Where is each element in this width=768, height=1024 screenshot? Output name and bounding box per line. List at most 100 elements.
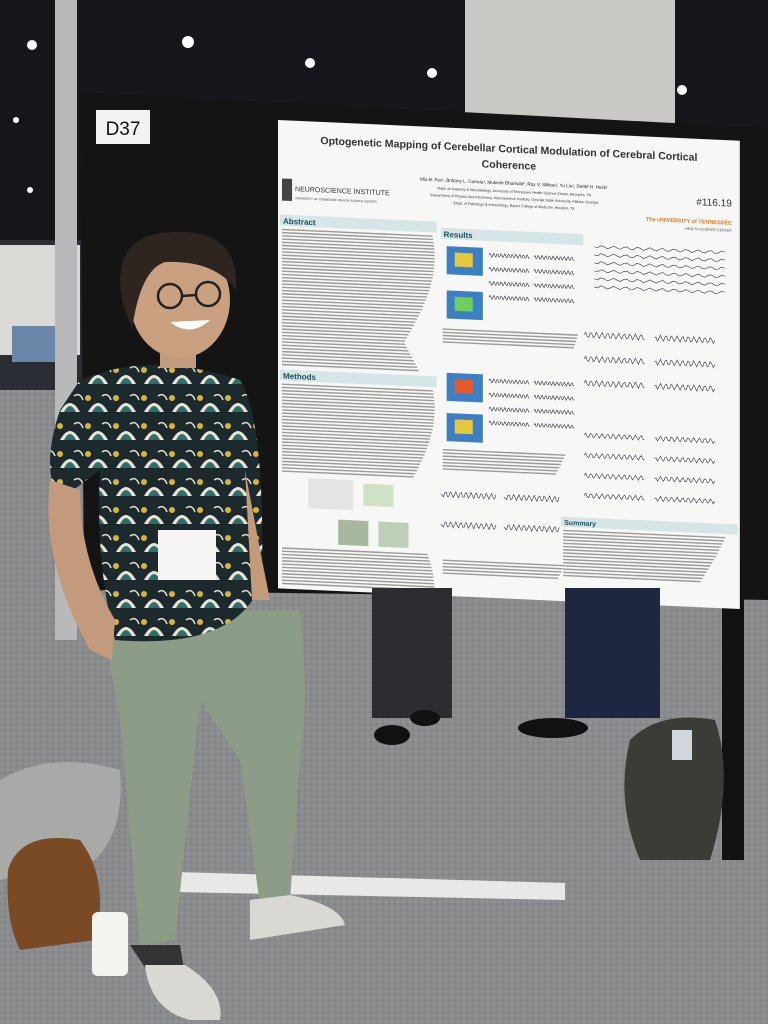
trace-figures xyxy=(440,245,725,534)
text-line xyxy=(282,273,432,282)
trace xyxy=(533,268,575,276)
text-line xyxy=(282,267,434,276)
section-header: Methods xyxy=(283,372,317,383)
trace xyxy=(533,408,575,416)
text-line xyxy=(282,547,428,556)
board-label: D37 xyxy=(106,119,141,140)
text-line xyxy=(442,465,558,472)
text-line xyxy=(442,562,563,570)
bag xyxy=(7,838,100,950)
text-line xyxy=(282,409,435,418)
logo-name: The UNIVERSITY of TENNESSEE xyxy=(646,217,732,227)
text-line xyxy=(563,539,721,548)
text-line xyxy=(282,566,433,575)
trace xyxy=(488,378,530,385)
text-line xyxy=(282,425,432,434)
board-label-bg xyxy=(96,110,150,144)
text-line xyxy=(563,549,716,558)
text-line xyxy=(282,463,417,472)
text-line xyxy=(563,561,709,570)
text-line xyxy=(282,338,406,345)
text-line xyxy=(282,406,435,415)
body-text xyxy=(282,228,726,591)
trace xyxy=(533,282,575,290)
text-line xyxy=(282,560,432,569)
trace xyxy=(594,253,725,262)
section-band xyxy=(440,227,584,246)
text-line xyxy=(282,569,434,579)
text-line xyxy=(563,529,726,539)
text-line xyxy=(282,418,434,428)
presenter xyxy=(48,231,345,1020)
figures xyxy=(308,246,483,548)
affiliation: ¹Dept. of Anatomy & Neurobiology, Univer… xyxy=(437,186,592,197)
text-line xyxy=(282,457,421,466)
text-line xyxy=(282,334,405,342)
logo-name: NEUROSCIENCE INSTITUTE xyxy=(295,186,390,197)
text-line xyxy=(282,434,430,443)
trace xyxy=(594,261,725,270)
section-header: Results xyxy=(444,230,474,240)
text-line xyxy=(282,431,431,440)
trace xyxy=(654,455,716,465)
text-line xyxy=(282,383,434,392)
poster-number: #116.19 xyxy=(696,197,732,210)
text-line xyxy=(282,441,427,450)
trace xyxy=(583,379,645,390)
trace xyxy=(654,382,716,393)
trace xyxy=(594,277,725,286)
text-line xyxy=(563,568,705,577)
text-line xyxy=(282,563,433,572)
logo-mark xyxy=(282,178,293,202)
section-band xyxy=(280,214,437,233)
text-line xyxy=(442,461,560,469)
text-line xyxy=(282,321,413,330)
text-line xyxy=(282,438,429,447)
trace xyxy=(488,280,530,288)
text-line xyxy=(282,460,419,469)
trace xyxy=(488,406,530,413)
text-line xyxy=(563,542,720,552)
text-line xyxy=(282,550,429,559)
trace xyxy=(488,420,530,427)
text-line xyxy=(563,552,714,561)
text-line xyxy=(282,341,407,349)
affiliation: ³Dept. of Pathology & Immunology, Baylor… xyxy=(453,201,575,210)
section-band xyxy=(561,516,738,535)
text-line xyxy=(563,558,711,567)
text-line xyxy=(282,360,418,369)
text-line xyxy=(282,251,435,260)
text-line xyxy=(282,264,434,273)
shoe xyxy=(374,725,410,745)
text-line xyxy=(282,318,414,327)
text-line xyxy=(282,328,409,336)
trace xyxy=(594,269,725,278)
text-line xyxy=(563,536,723,545)
text-line xyxy=(282,289,427,298)
trace xyxy=(440,490,497,501)
text-line xyxy=(442,565,562,573)
text-line xyxy=(282,309,419,317)
trace xyxy=(583,452,645,461)
text-line xyxy=(442,559,565,567)
trace xyxy=(594,245,725,254)
affiliation: ²Department of Physics and Astronomy, Ne… xyxy=(430,193,599,205)
shoe xyxy=(518,718,588,738)
text-line xyxy=(282,257,435,266)
text-line xyxy=(442,448,566,456)
text-line xyxy=(282,302,422,311)
text-line xyxy=(282,283,430,292)
text-line xyxy=(442,452,564,460)
text-line xyxy=(282,576,435,585)
text-line xyxy=(442,334,576,343)
text-line xyxy=(563,555,713,564)
text-line xyxy=(442,455,563,463)
text-line xyxy=(282,415,434,424)
trace xyxy=(654,495,716,505)
text-line xyxy=(282,354,414,362)
trace xyxy=(583,472,645,481)
text-line xyxy=(282,402,435,412)
person-legs xyxy=(372,588,452,718)
text-line xyxy=(282,299,424,308)
text-line xyxy=(282,579,435,588)
